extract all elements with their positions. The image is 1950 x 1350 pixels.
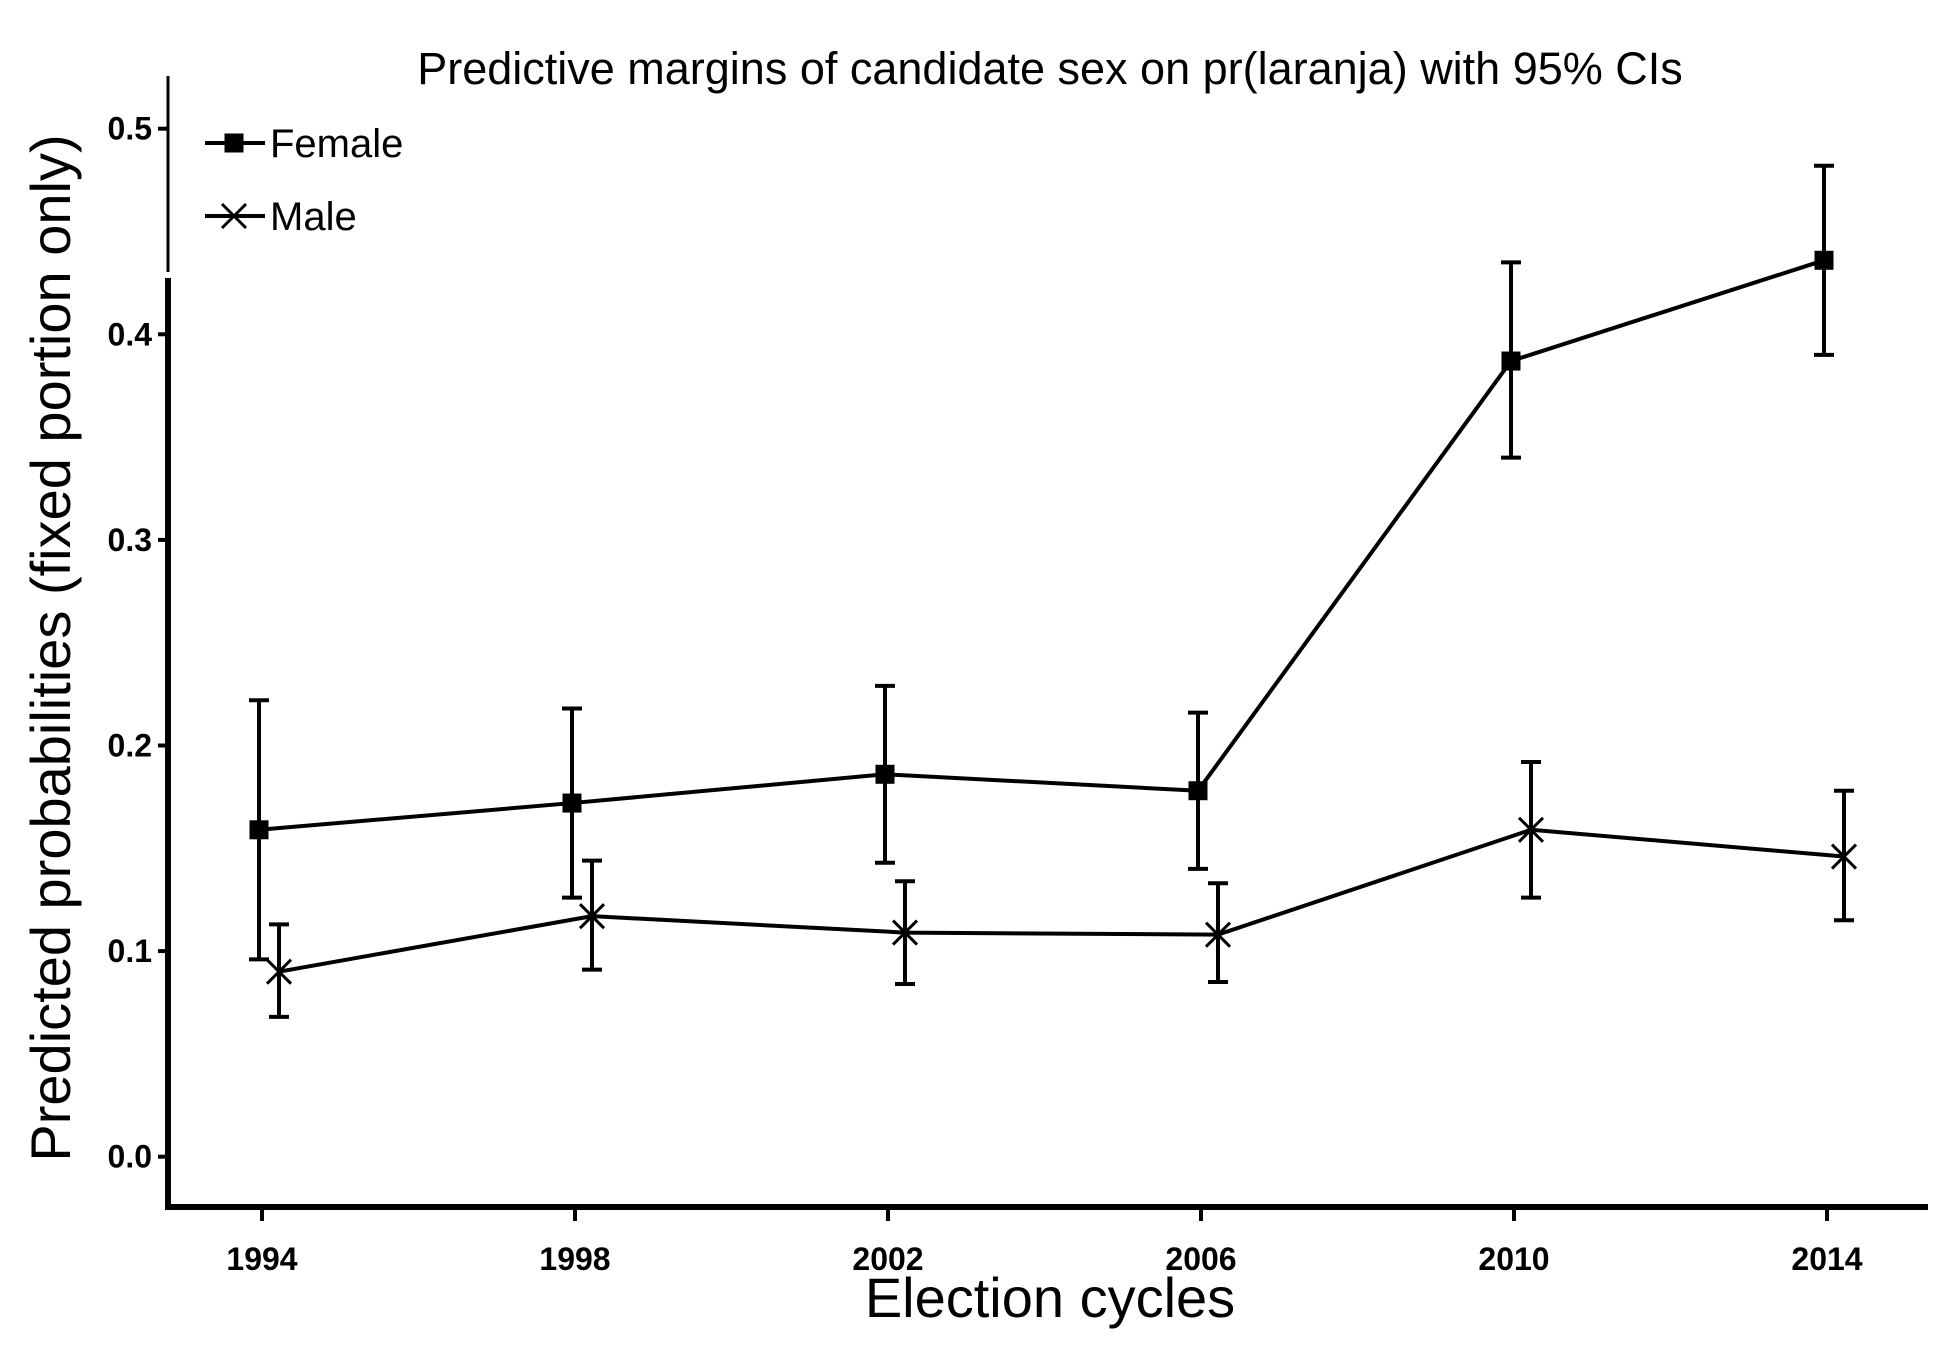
data-point xyxy=(1188,781,1208,801)
y-tick-label: 0.5 xyxy=(108,111,152,147)
marker-stroke xyxy=(1830,843,1858,870)
x-tick-label: 2014 xyxy=(1791,1241,1862,1277)
data-point xyxy=(249,820,269,840)
legend-label: Male xyxy=(270,195,357,239)
y-tick-label: 0.1 xyxy=(108,933,152,969)
series-line xyxy=(278,827,1845,974)
y-tick-label: 0.3 xyxy=(108,522,152,558)
data-point xyxy=(891,919,919,946)
marker-stroke xyxy=(220,202,248,230)
data-point xyxy=(578,903,606,930)
legend: Female Male xyxy=(172,110,472,260)
marker-stroke xyxy=(891,919,919,946)
y-tick-label: 0.4 xyxy=(108,316,153,352)
series-line xyxy=(258,258,1825,832)
data-point xyxy=(1830,843,1858,870)
legend-marker xyxy=(224,133,244,153)
data-point xyxy=(875,764,895,784)
x-tick-label: 1998 xyxy=(539,1241,610,1277)
series-female xyxy=(249,163,1834,962)
legend-item-female: Female xyxy=(205,122,403,166)
x-tick-label: 2006 xyxy=(1165,1241,1236,1277)
y-axis-label: Predicted probabilities (fixed portion o… xyxy=(19,134,82,1161)
chart-title: Predictive margins of candidate sex on p… xyxy=(417,43,1683,94)
data-point xyxy=(1501,351,1521,371)
legend-label: Female xyxy=(270,122,403,166)
data-point xyxy=(265,958,293,985)
data-point xyxy=(1517,816,1545,843)
plot-area xyxy=(249,163,1858,1019)
x-tick-label: 2010 xyxy=(1478,1241,1549,1277)
marker-stroke xyxy=(265,958,293,985)
marker-stroke xyxy=(578,903,606,930)
data-point xyxy=(1814,250,1834,270)
axes: 0.0 0.1 0.2 0.3 0.4 0.5 1994 1998 2002 2006 2010 20… xyxy=(108,76,1928,1277)
marker-stroke xyxy=(1517,816,1545,843)
y-tick-label: 0.0 xyxy=(108,1139,152,1175)
x-tick-label: 1994 xyxy=(226,1241,297,1277)
data-point xyxy=(562,793,582,813)
marker-stroke xyxy=(1204,921,1232,948)
data-point xyxy=(1204,921,1232,948)
x-axis-label: Election cycles xyxy=(865,1266,1235,1329)
legend-marker xyxy=(220,202,248,230)
series-male xyxy=(265,759,1858,1019)
y-tick-label: 0.2 xyxy=(108,728,152,764)
x-tick-label: 2002 xyxy=(852,1241,923,1277)
legend-item-male: Male xyxy=(205,195,357,239)
legend-background xyxy=(172,110,472,260)
